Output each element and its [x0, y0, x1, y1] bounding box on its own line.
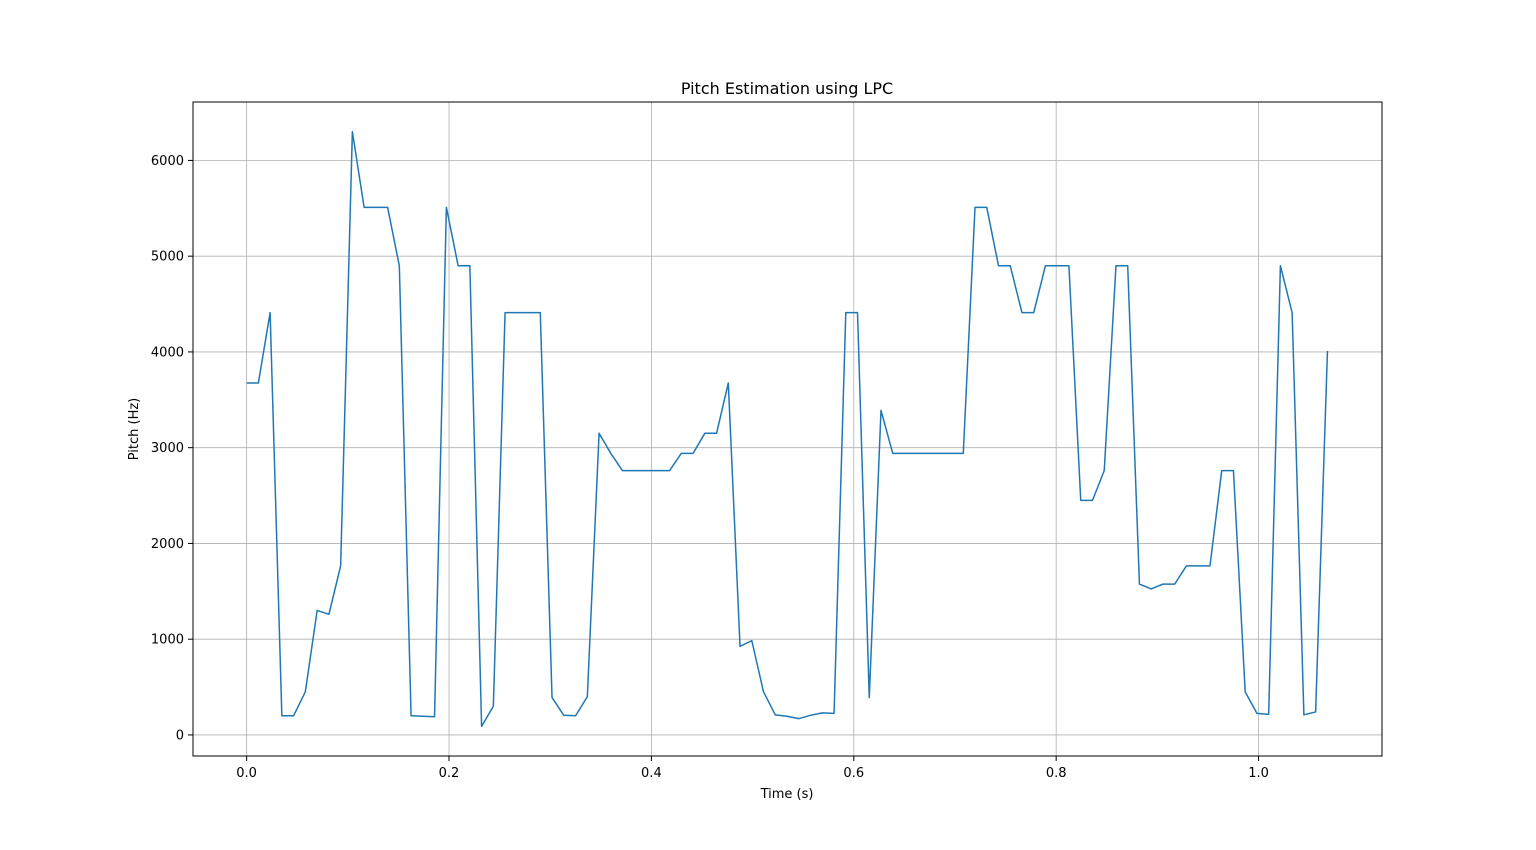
x-tick-label: 0.4: [641, 766, 662, 781]
y-tick-label: 1000: [151, 633, 184, 648]
y-axis-title: Pitch (Hz): [127, 398, 142, 461]
y-tick-label: 0: [176, 728, 184, 743]
x-tick-label: 0.6: [843, 766, 864, 781]
chart-title: Pitch Estimation using LPC: [681, 79, 893, 98]
grid: [193, 102, 1382, 756]
x-tick-label: 0.2: [439, 766, 460, 781]
y-tick-label: 4000: [151, 345, 184, 360]
y-tick-label: 3000: [151, 441, 184, 456]
y-tick-label: 2000: [151, 537, 184, 552]
x-tick-label: 0.8: [1046, 766, 1067, 781]
series-line: [246, 130, 1329, 728]
x-axis-title: Time (s): [760, 787, 814, 802]
data-series: [246, 130, 1329, 728]
y-tick-label: 6000: [151, 154, 184, 169]
y-tick-label: 5000: [151, 250, 184, 265]
plot-frame: [192, 101, 1383, 757]
x-tick-label: 0.0: [236, 766, 257, 781]
x-axis-ticks: 0.0 0.2 0.4 0.6 0.8 1.0: [236, 756, 1269, 781]
y-axis-ticks: 0 1000 2000 3000 4000 5000 6000: [151, 154, 193, 743]
x-tick-label: 1.0: [1248, 766, 1269, 781]
